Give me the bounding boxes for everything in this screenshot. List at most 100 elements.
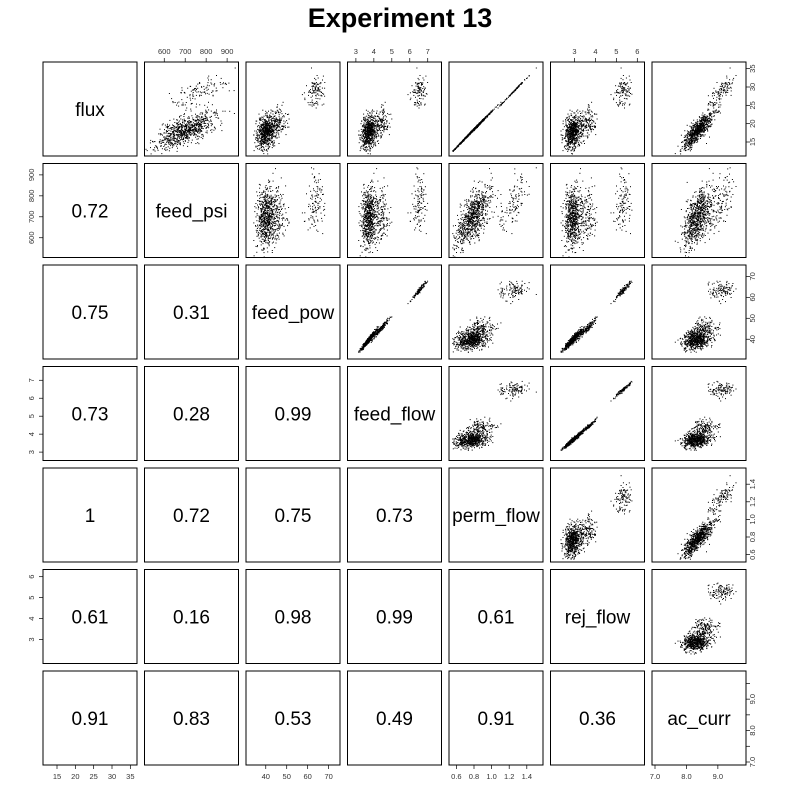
data-point: [368, 123, 370, 125]
data-point: [569, 109, 571, 111]
data-point: [198, 143, 200, 145]
data-point: [312, 92, 314, 93]
data-point: [317, 90, 319, 92]
data-point: [172, 131, 174, 133]
data-point: [179, 115, 181, 117]
data-point: [372, 133, 374, 135]
data-point: [267, 127, 269, 129]
data-point: [584, 127, 586, 129]
data-point: [470, 132, 472, 134]
data-point: [377, 116, 379, 117]
data-point: [273, 131, 275, 133]
data-point: [274, 126, 276, 127]
data-point: [178, 140, 179, 141]
data-point: [619, 82, 621, 84]
data-point: [263, 115, 265, 117]
data-point: [573, 117, 575, 118]
data-point: [178, 128, 180, 129]
data-point: [419, 88, 421, 90]
data-point: [178, 134, 180, 136]
data-point: [190, 127, 192, 128]
data-point: [369, 127, 371, 129]
data-point: [259, 122, 261, 124]
data-point: [203, 120, 205, 122]
data-point: [215, 111, 217, 113]
data-point: [162, 123, 164, 125]
data-point: [203, 120, 204, 122]
data-point: [512, 92, 514, 93]
data-point: [275, 112, 277, 114]
data-point: [288, 118, 290, 120]
data-point: [577, 125, 579, 127]
data-point: [262, 119, 264, 121]
data-point: [579, 137, 581, 139]
data-point: [269, 115, 271, 117]
data-point: [584, 111, 586, 113]
data-point: [570, 134, 572, 136]
data-point: [313, 83, 315, 85]
data-point: [388, 122, 390, 124]
data-point: [569, 139, 571, 141]
data-point: [284, 121, 286, 123]
data-point: [623, 89, 625, 91]
data-point: [273, 127, 275, 129]
data-point: [180, 92, 182, 94]
data-point: [703, 121, 705, 123]
data-point: [180, 137, 182, 138]
data-point: [373, 128, 375, 130]
data-point: [201, 134, 203, 136]
data-point: [581, 134, 582, 136]
data-point: [579, 145, 581, 147]
data-point: [577, 109, 579, 111]
data-point: [206, 112, 208, 114]
data-point: [198, 119, 200, 121]
data-point: [709, 136, 710, 138]
data-point: [150, 139, 152, 141]
data-point: [385, 126, 386, 127]
data-point: [564, 137, 566, 138]
data-point: [270, 109, 272, 111]
data-point: [201, 117, 202, 119]
data-point: [199, 104, 201, 106]
data-point: [208, 127, 210, 129]
data-point: [313, 104, 315, 106]
data-point: [279, 122, 280, 124]
data-point: [571, 142, 573, 144]
data-point: [622, 103, 624, 104]
data-point: [686, 140, 688, 142]
data-point: [567, 141, 569, 143]
data-point: [383, 128, 385, 130]
data-point: [614, 92, 616, 94]
data-point: [196, 115, 198, 117]
data-point: [260, 126, 262, 128]
data-point: [588, 123, 590, 125]
data-point: [576, 122, 578, 124]
data-point: [574, 123, 576, 124]
data-point: [588, 113, 590, 115]
data-point: [262, 142, 264, 144]
data-point: [364, 123, 366, 125]
data-point: [166, 126, 168, 128]
data-point: [307, 102, 309, 104]
data-point: [194, 120, 196, 122]
data-point: [271, 130, 273, 132]
data-point: [566, 148, 568, 150]
data-point: [175, 143, 177, 145]
data-point: [180, 124, 182, 125]
data-point: [623, 97, 625, 99]
data-point: [192, 126, 193, 128]
data-point: [264, 125, 266, 127]
data-point: [580, 113, 581, 114]
data-point: [383, 124, 385, 125]
data-point: [193, 126, 195, 128]
data-point: [192, 89, 194, 91]
data-point: [372, 126, 374, 128]
data-point: [272, 124, 274, 126]
data-point: [202, 136, 204, 138]
data-point: [413, 90, 415, 92]
data-point: [188, 116, 190, 118]
data-point: [370, 148, 372, 150]
data-point: [193, 95, 195, 97]
data-point: [267, 124, 269, 125]
data-point: [371, 131, 373, 133]
